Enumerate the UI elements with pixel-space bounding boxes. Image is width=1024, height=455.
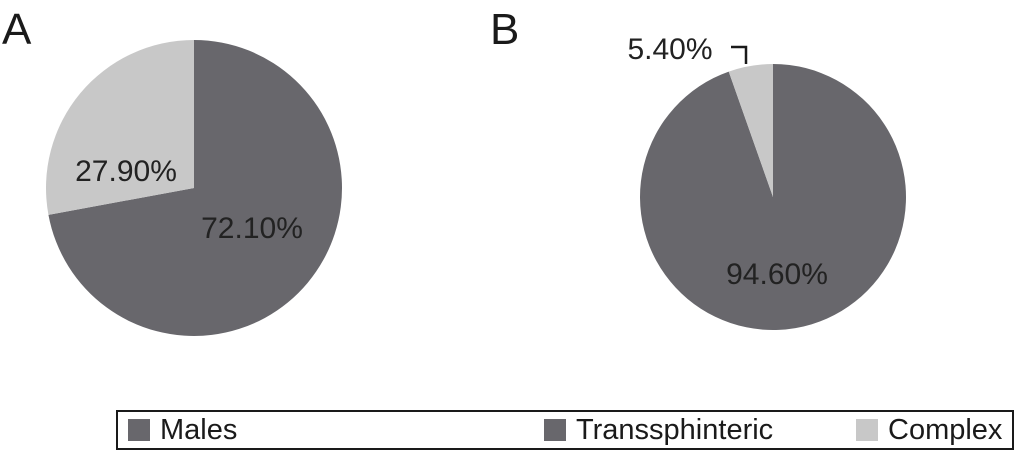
legend-item-complex: Complex — [856, 412, 1002, 448]
legend-label-complex: Complex — [888, 413, 1003, 446]
legend-swatch-transsphinteric — [544, 419, 566, 441]
pie-b-slice-label-0: 94.60% — [726, 258, 828, 291]
legend: Males Transsphinteric Complex — [116, 410, 1014, 450]
pie-b-slice-1 — [728, 64, 773, 197]
legend-swatch-males — [128, 419, 150, 441]
legend-label-males: Males — [160, 413, 238, 446]
panel-label-b: B — [490, 5, 520, 54]
slice-label-leader-line — [731, 45, 748, 64]
legend-item-transsphinteric: Transsphinteric — [544, 412, 773, 448]
legend-label-transsphinteric: Transsphinteric — [576, 413, 774, 446]
pie-chart-b: 94.60% 5.40% — [627, 33, 906, 330]
pie-charts: 72.10% 27.90% 94.60% 5.40% — [46, 33, 906, 337]
legend-swatch-complex — [856, 419, 878, 441]
legend-item-males: Males — [128, 412, 237, 448]
pie-a-slice-label-0: 72.10% — [201, 212, 303, 245]
pie-b-slice-label-1: 5.40% — [627, 33, 712, 66]
pie-a-slice-0 — [48, 40, 343, 337]
pie-a-slice-1 — [46, 40, 194, 215]
pie-a-slice-label-1: 27.90% — [75, 155, 177, 188]
pie-chart-a: 72.10% 27.90% — [46, 40, 343, 337]
panel-label-a: A — [2, 5, 32, 54]
